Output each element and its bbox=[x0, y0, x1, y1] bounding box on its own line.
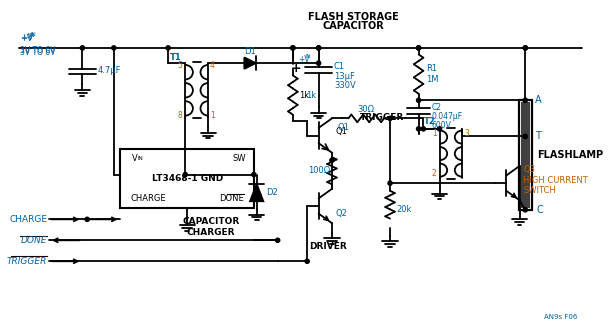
Text: CAPACITOR
CHARGER: CAPACITOR CHARGER bbox=[182, 217, 239, 237]
Circle shape bbox=[523, 134, 527, 138]
Text: 1: 1 bbox=[432, 129, 437, 138]
Text: 5: 5 bbox=[177, 60, 182, 69]
Text: DONE: DONE bbox=[220, 194, 244, 203]
Text: CAPACITOR: CAPACITOR bbox=[323, 21, 385, 31]
Text: Q2: Q2 bbox=[336, 209, 348, 218]
Text: 8: 8 bbox=[177, 111, 182, 120]
Circle shape bbox=[416, 98, 421, 102]
Text: T1: T1 bbox=[169, 53, 182, 62]
Circle shape bbox=[85, 217, 89, 221]
Circle shape bbox=[330, 158, 334, 162]
Text: D2: D2 bbox=[266, 188, 278, 197]
Circle shape bbox=[112, 46, 116, 50]
Text: TRIGGER: TRIGGER bbox=[360, 113, 405, 122]
Text: 2: 2 bbox=[432, 169, 437, 178]
Text: +V: +V bbox=[298, 55, 310, 64]
Text: 330V: 330V bbox=[334, 81, 356, 91]
Bar bbox=[120, 149, 254, 208]
Polygon shape bbox=[250, 184, 263, 201]
Text: FLASH STORAGE: FLASH STORAGE bbox=[308, 12, 399, 23]
Circle shape bbox=[316, 46, 321, 50]
Bar bbox=[521, 102, 530, 208]
Text: CHARGE: CHARGE bbox=[130, 194, 166, 203]
Text: FLASHLAMP: FLASHLAMP bbox=[537, 150, 603, 160]
Text: 20k: 20k bbox=[397, 205, 412, 214]
Text: SW: SW bbox=[233, 154, 246, 163]
Circle shape bbox=[416, 46, 421, 50]
Text: IN: IN bbox=[30, 33, 36, 38]
Text: CHARGE: CHARGE bbox=[9, 215, 47, 224]
Circle shape bbox=[305, 259, 309, 263]
Text: 30Ω: 30Ω bbox=[358, 105, 375, 114]
Circle shape bbox=[291, 46, 295, 50]
Bar bbox=[519, 100, 532, 210]
Circle shape bbox=[421, 127, 426, 131]
Text: 4.7μF: 4.7μF bbox=[98, 66, 121, 75]
Circle shape bbox=[183, 173, 187, 177]
Text: C2: C2 bbox=[432, 103, 442, 113]
Text: +V: +V bbox=[20, 33, 34, 42]
Text: Q1: Q1 bbox=[338, 124, 349, 132]
Text: D1: D1 bbox=[244, 47, 256, 56]
Text: T: T bbox=[535, 131, 541, 141]
Text: 4: 4 bbox=[210, 60, 215, 69]
Text: LT3468-1 GND: LT3468-1 GND bbox=[152, 174, 223, 183]
Text: 1: 1 bbox=[210, 111, 215, 120]
Text: Q3: Q3 bbox=[523, 165, 535, 174]
Text: 600V: 600V bbox=[432, 121, 452, 129]
Text: A: A bbox=[535, 95, 542, 105]
Text: 1M: 1M bbox=[426, 75, 439, 84]
Circle shape bbox=[523, 46, 527, 50]
Text: +V: +V bbox=[20, 34, 33, 43]
Text: DRIVER: DRIVER bbox=[309, 241, 347, 251]
Text: 3V TO 6V: 3V TO 6V bbox=[20, 48, 56, 57]
Text: 1k: 1k bbox=[306, 91, 316, 100]
Text: TRIGGER: TRIGGER bbox=[7, 257, 47, 266]
Text: +: + bbox=[291, 62, 301, 75]
Circle shape bbox=[276, 238, 280, 242]
Circle shape bbox=[416, 127, 421, 131]
Text: V: V bbox=[132, 154, 138, 163]
Circle shape bbox=[523, 208, 527, 212]
Circle shape bbox=[523, 98, 527, 102]
Text: IN: IN bbox=[138, 156, 144, 161]
Text: IN: IN bbox=[305, 54, 311, 59]
Text: 3: 3 bbox=[464, 129, 469, 138]
Circle shape bbox=[166, 46, 170, 50]
Text: IN: IN bbox=[28, 34, 35, 39]
Polygon shape bbox=[244, 57, 256, 69]
Circle shape bbox=[291, 46, 295, 50]
Text: 1k: 1k bbox=[298, 91, 309, 100]
Text: Q1: Q1 bbox=[336, 127, 348, 136]
Text: 100Ω: 100Ω bbox=[308, 166, 330, 175]
Circle shape bbox=[80, 46, 85, 50]
Text: 13μF: 13μF bbox=[334, 72, 355, 81]
Text: SWITCH: SWITCH bbox=[523, 186, 556, 195]
Text: R1: R1 bbox=[426, 64, 437, 73]
Circle shape bbox=[316, 61, 321, 65]
Text: T2: T2 bbox=[424, 117, 436, 126]
Text: 3V TO 6V: 3V TO 6V bbox=[20, 46, 56, 55]
Circle shape bbox=[416, 46, 421, 50]
Circle shape bbox=[252, 173, 256, 177]
Text: DONE: DONE bbox=[21, 236, 47, 245]
Circle shape bbox=[388, 116, 392, 121]
Circle shape bbox=[523, 46, 527, 50]
Circle shape bbox=[388, 181, 392, 185]
Text: AN9s F06: AN9s F06 bbox=[544, 314, 578, 320]
Circle shape bbox=[437, 127, 441, 131]
Text: HIGH CURRENT: HIGH CURRENT bbox=[523, 176, 588, 185]
Text: C1: C1 bbox=[334, 62, 345, 71]
Text: C: C bbox=[537, 205, 543, 215]
Text: 0.047μF: 0.047μF bbox=[432, 112, 463, 121]
Circle shape bbox=[316, 46, 321, 50]
